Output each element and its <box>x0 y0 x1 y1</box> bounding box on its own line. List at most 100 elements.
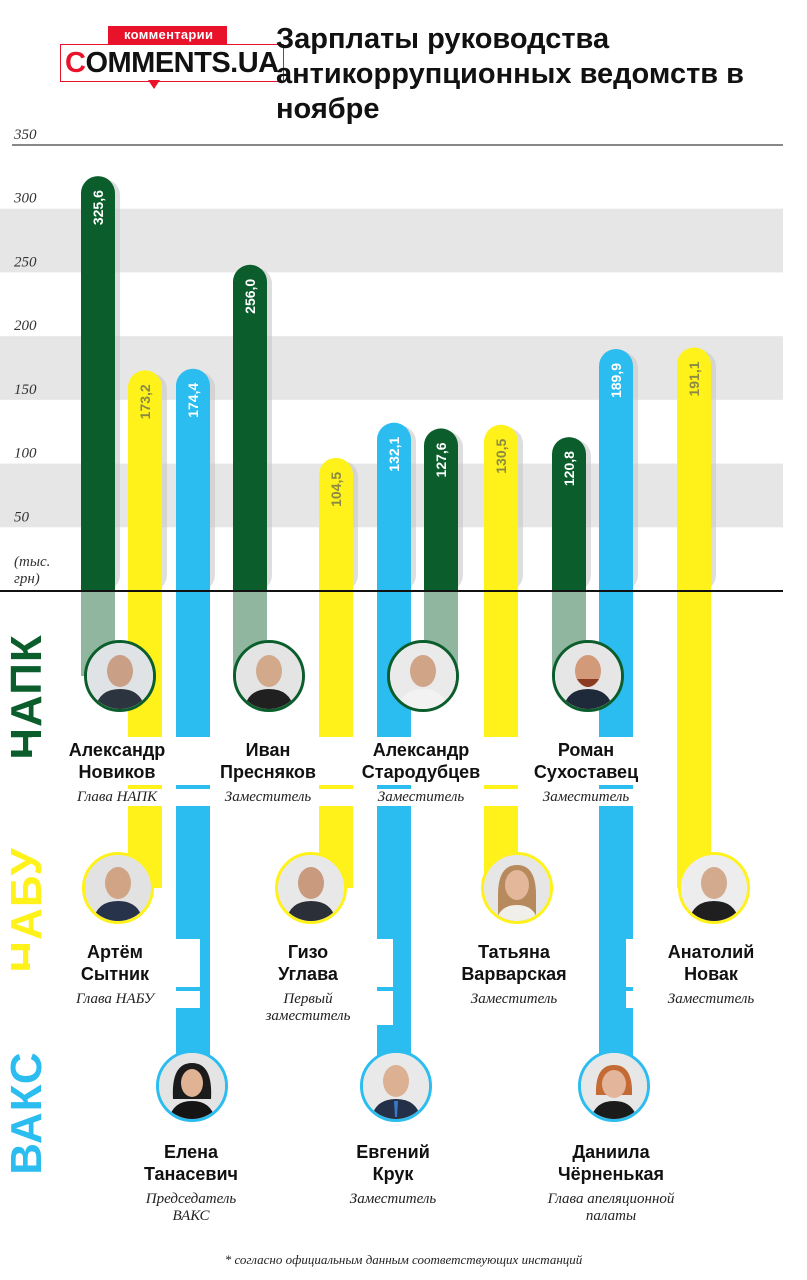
name-novak-first: Анатолий <box>667 942 755 962</box>
role-novikov: Глава НАПК <box>32 789 202 806</box>
logo-subtitle: комментарии <box>108 26 228 44</box>
footnote: * согласно официальным данным соответств… <box>224 1252 583 1267</box>
avatar-kruk <box>360 1050 432 1122</box>
bar-value-label: 325,6 <box>90 190 106 225</box>
name-presnyakov-first: Иван <box>245 740 291 760</box>
role-chernenka-line1: Глава апеляционной <box>547 1191 675 1207</box>
name-presnyakov: Иван Пресняков <box>183 737 353 785</box>
name-novak: Анатолий Новак <box>626 939 796 987</box>
bar-value-label: 173,2 <box>137 384 153 419</box>
bar-value-label: 104,5 <box>328 472 344 507</box>
name-sukhostavets: Роман Сухоставец <box>501 737 671 785</box>
logo[interactable]: COMMENTS.UA <box>60 44 284 82</box>
role-uglava-line1: Первый <box>283 991 333 1007</box>
role-varvarska: Заместитель <box>429 991 599 1008</box>
name-chernenka-first: Даниила <box>572 1142 650 1162</box>
bar-value-label: 174,4 <box>185 383 201 418</box>
bar-nabu <box>484 424 518 591</box>
bar-value-label: 191,1 <box>686 361 702 396</box>
name-chernenka: Даниила Чёрненькая <box>526 1139 696 1187</box>
name-uglava: Гизо Углава <box>223 939 393 987</box>
bar-vaks <box>599 349 633 591</box>
y-tick-label: 100 <box>14 446 37 462</box>
name-kruk-last: Крук <box>372 1164 414 1184</box>
role-kruk: Заместитель <box>308 1191 478 1208</box>
bar-vaks <box>377 422 411 591</box>
name-varvarska-last: Варварская <box>461 964 567 984</box>
bar-value-label: 127,6 <box>433 442 449 477</box>
logo-tail-shape <box>148 80 160 89</box>
name-starodubtsev-last: Стародубцев <box>361 762 481 782</box>
bar-napk <box>233 264 267 591</box>
avatar-sytnik <box>82 852 154 924</box>
name-novikov-last: Новиков <box>78 762 156 782</box>
name-tanasevich-first: Елена <box>163 1142 219 1162</box>
role-uglava-line2: заместитель <box>265 1008 351 1024</box>
role-sukhostavets: Заместитель <box>501 789 671 806</box>
y-axis-ticks: 50 100 150 200 250 300 350 <box>13 127 37 525</box>
name-novak-last: Новак <box>684 964 738 984</box>
bar-value-label: 256,0 <box>242 279 258 314</box>
bar-napk <box>81 176 115 591</box>
role-novak: Заместитель <box>626 991 796 1008</box>
avatar-novak <box>678 852 750 924</box>
unit-label-line1: (тыс. <box>14 554 50 570</box>
bar-tail <box>677 591 711 888</box>
name-tanasevich: Елена Танасевич <box>106 1139 276 1187</box>
name-sukhostavets-last: Сухоставец <box>533 762 639 782</box>
role-starodubtsev: Заместитель <box>336 789 506 806</box>
y-tick-label: 250 <box>14 254 37 270</box>
y-tick-label: 200 <box>14 318 37 334</box>
name-kruk: Евгений Крук <box>308 1139 478 1187</box>
name-sytnik: Артём Сытник <box>30 939 200 987</box>
name-varvarska: Татьяна Варварская <box>429 939 599 987</box>
bar-nabu <box>128 370 162 591</box>
name-varvarska-first: Татьяна <box>478 942 550 962</box>
logo-c: C <box>65 47 86 79</box>
bar-napk <box>424 428 458 591</box>
avatar-presnyakov <box>233 640 305 712</box>
role-tanasevich: Председатель ВАКС <box>106 1191 276 1225</box>
chart-title: Зарплаты руководства антикоррупционных в… <box>276 23 744 125</box>
name-tanasevich-last: Танасевич <box>143 1164 239 1184</box>
grid-band <box>0 208 783 273</box>
name-kruk-first: Евгений <box>356 1142 430 1162</box>
role-uglava: Первый заместитель <box>223 991 393 1025</box>
name-chernenka-last: Чёрненькая <box>558 1164 664 1184</box>
bar-value-label: 130,5 <box>493 439 509 474</box>
avatar-uglava <box>275 852 347 924</box>
role-sytnik: Глава НАБУ <box>30 991 200 1008</box>
avatar-starodubtsev <box>387 640 459 712</box>
bar-value-label: 189,9 <box>608 363 624 398</box>
name-novikov: Александр Новиков <box>32 737 202 785</box>
name-starodubtsev-first: Александр <box>372 740 470 760</box>
role-tanasevich-line1: Председатель <box>145 1191 237 1207</box>
bar-value-label: 132,1 <box>386 436 402 471</box>
unit-label-line2: грн) <box>14 571 40 587</box>
logo-text: OMMENTS.UA <box>85 47 279 79</box>
name-sytnik-last: Сытник <box>80 964 150 984</box>
bar-tail <box>176 591 210 1086</box>
bar-nabu <box>319 457 353 591</box>
name-sytnik-first: Артём <box>87 942 143 962</box>
bars-group: 325,6 173,2 174,4 256,0 104,5 132,1 127,6 130,5… <box>81 176 716 591</box>
name-novikov-first: Александр <box>68 740 166 760</box>
avatar-chernenka <box>578 1050 650 1122</box>
bar-napk <box>552 437 586 591</box>
role-chernenka: Глава апеляционной палаты <box>526 1191 696 1225</box>
y-tick-label: 150 <box>14 382 37 398</box>
role-chernenka-line2: палаты <box>585 1208 637 1224</box>
y-tick-label: 300 <box>13 191 37 207</box>
role-presnyakov: Заместитель <box>183 789 353 806</box>
role-tanasevich-line2: ВАКС <box>172 1208 210 1224</box>
bar-vaks <box>176 368 210 591</box>
name-presnyakov-last: Пресняков <box>220 762 316 782</box>
name-uglava-first: Гизо <box>287 942 329 962</box>
org-label-vaks: ВАКС <box>2 1051 51 1175</box>
y-tick-label: 350 <box>13 127 37 143</box>
y-tick-label: 50 <box>14 509 30 525</box>
name-uglava-last: Углава <box>278 964 338 984</box>
avatar-tanasevich <box>156 1050 228 1122</box>
avatar-sukhostavets <box>552 640 624 712</box>
